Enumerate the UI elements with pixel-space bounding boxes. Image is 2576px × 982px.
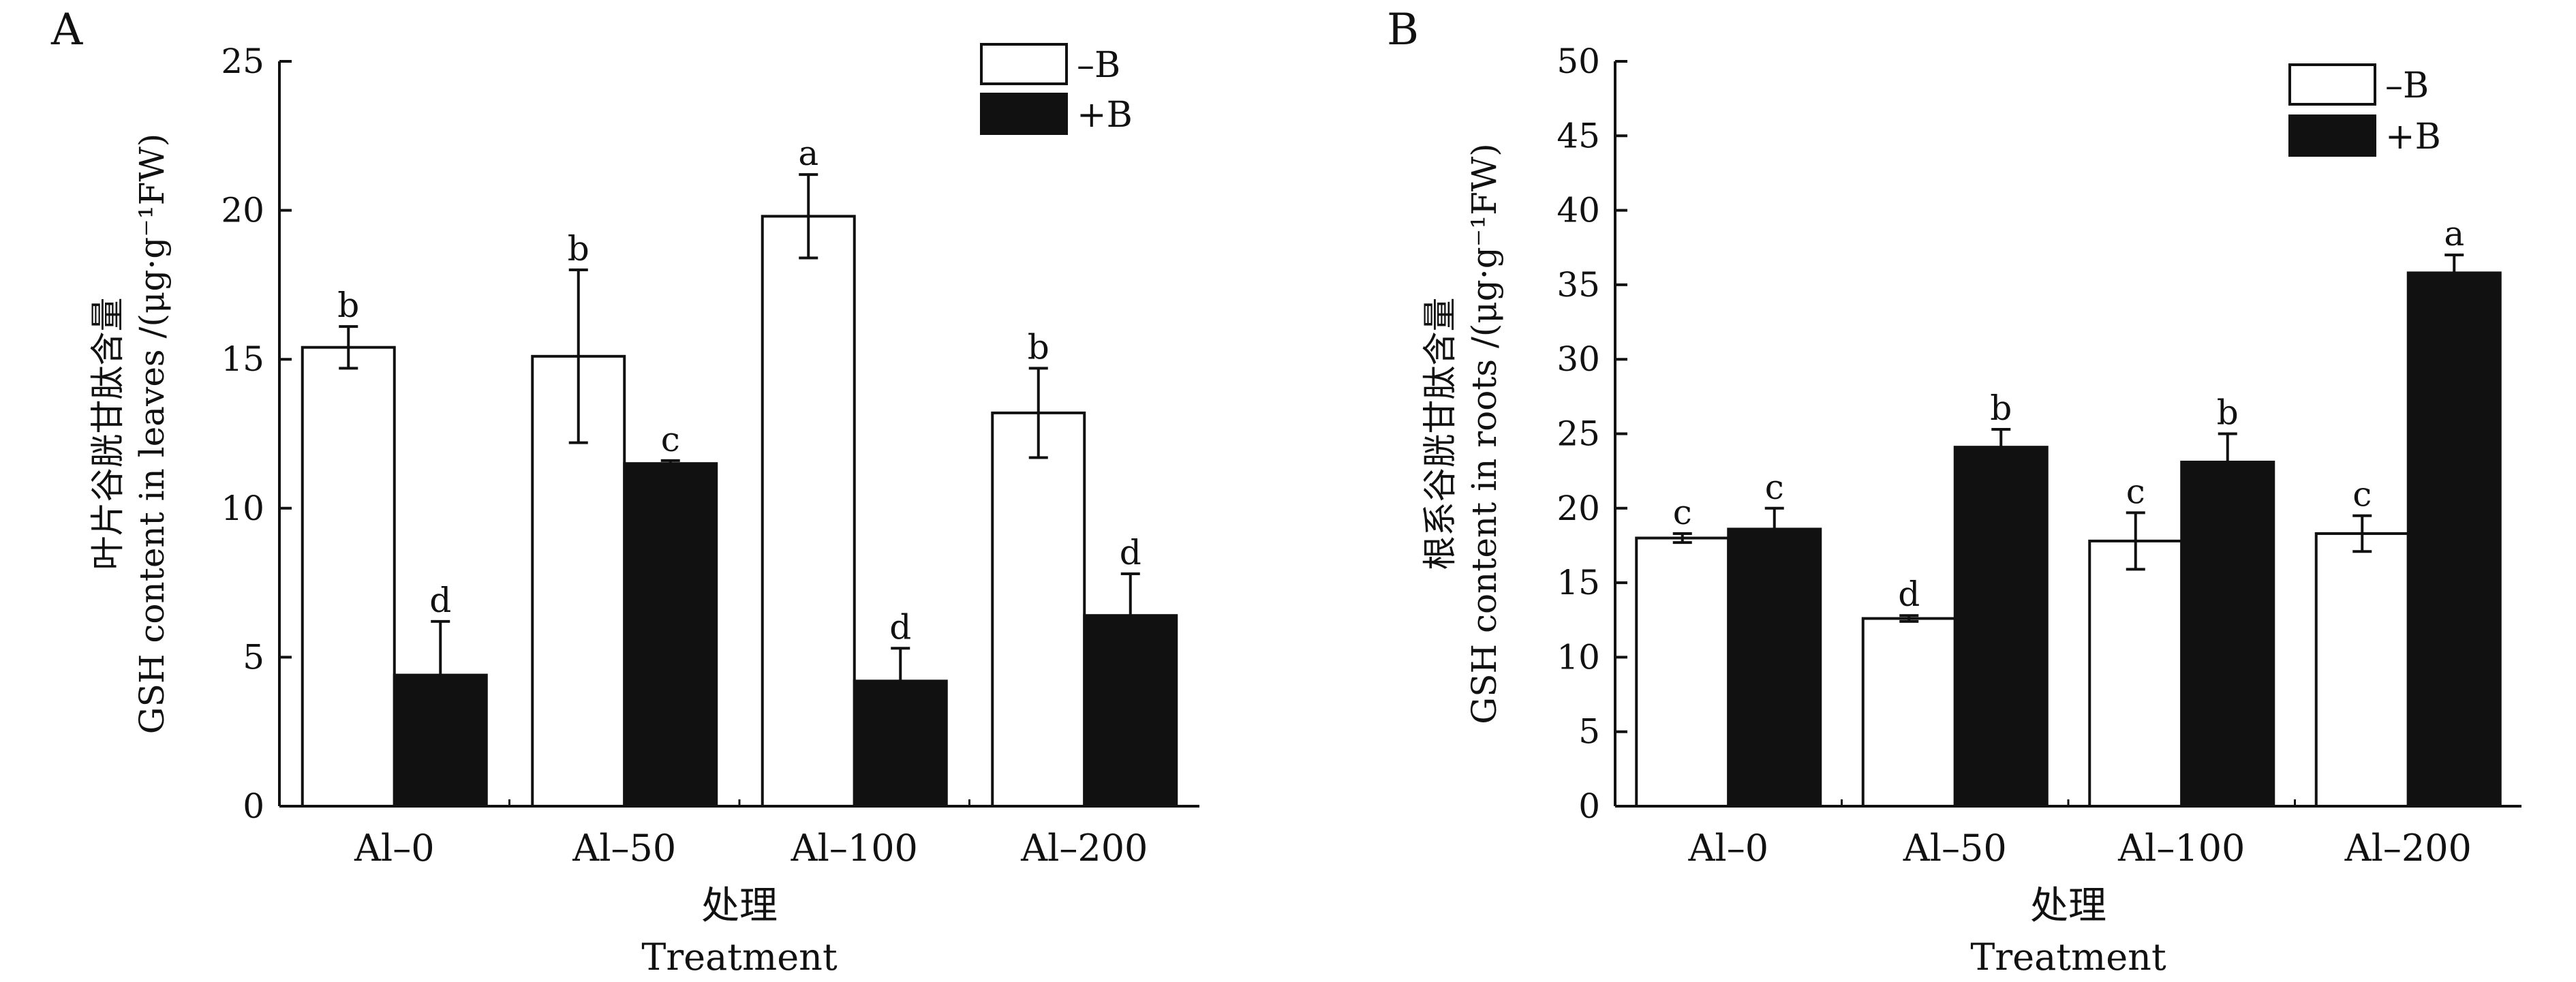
- significance-letter: c: [1765, 467, 1784, 507]
- legend-swatch-plus-b: [980, 93, 1068, 135]
- y-tick-label: 0: [243, 786, 264, 826]
- legend-label-minus-b: –B: [2385, 65, 2429, 106]
- legend-swatch-plus-b: [2288, 114, 2376, 157]
- y-tick-label: 25: [1557, 414, 1600, 454]
- y-tick-label: 10: [1557, 637, 1600, 677]
- bar-plus-b: [2180, 461, 2275, 808]
- x-axis-title-cn: 处理: [701, 884, 778, 928]
- bar-minus-b: [1861, 617, 1957, 808]
- significance-letter: d: [429, 581, 451, 620]
- x-tick-label: Al–50: [1903, 827, 2007, 870]
- y-tick-label: 5: [243, 637, 264, 677]
- bar-plus-b: [623, 462, 718, 808]
- significance-letter: c: [661, 420, 680, 459]
- y-tick-label: 50: [1557, 42, 1600, 81]
- y-tick-label: 15: [1557, 563, 1600, 602]
- y-tick-label: 10: [221, 489, 264, 528]
- y-tick-label: 25: [221, 42, 264, 81]
- panel-b: B 0 5 10 15 20 25 30 35 40 45 50 Al–0 c c Al–50 d b Al–100…: [1387, 5, 2521, 979]
- bar-minus-b: [2088, 539, 2183, 808]
- significance-letter: b: [568, 229, 589, 268]
- y-tick-label: 20: [221, 191, 264, 230]
- y-tick-label: 20: [1557, 489, 1600, 528]
- x-axis-title-en: Treatment: [641, 936, 838, 979]
- bar-minus-b: [991, 411, 1086, 808]
- legend-label-minus-b: –B: [1077, 45, 1120, 86]
- x-tick-label: Al–200: [1020, 827, 1148, 870]
- y-tick-label: 30: [1557, 339, 1600, 379]
- x-tick-label: Al–100: [2117, 827, 2245, 870]
- bar-minus-b: [761, 215, 856, 808]
- significance-letter: b: [2217, 393, 2239, 433]
- significance-letter: b: [337, 286, 359, 325]
- y-axis-title-en: GSH content in leaves /(μg·g⁻¹FW): [132, 134, 172, 735]
- legend-swatch-minus-b: [2288, 63, 2376, 106]
- y-tick-label: 40: [1557, 191, 1600, 230]
- significance-letter: c: [2126, 472, 2145, 511]
- bar-minus-b: [301, 346, 396, 808]
- panel-letter: B: [1387, 5, 1419, 55]
- y-tick-label: 45: [1557, 116, 1600, 155]
- bar-plus-b: [1727, 527, 1822, 808]
- panel-letter: A: [50, 5, 83, 55]
- x-axis-title-en: Treatment: [1970, 936, 2166, 979]
- legend-label-plus-b: +B: [2385, 117, 2441, 157]
- y-tick-label: 35: [1557, 265, 1600, 305]
- bar-minus-b: [2314, 532, 2410, 808]
- y-axis-title-cn: 叶片谷胱甘肽含量: [88, 298, 127, 570]
- legend-swatch-minus-b: [980, 43, 1068, 85]
- significance-letter: d: [1120, 533, 1141, 572]
- bar-plus-b: [1953, 446, 2049, 808]
- x-tick-label: Al–200: [2344, 827, 2472, 870]
- y-axis-title-en: GSH content in roots /(μg·g⁻¹FW): [1465, 143, 1504, 724]
- significance-letter: c: [2352, 475, 2372, 515]
- bar-minus-b: [1635, 536, 1730, 808]
- x-tick-label: Al–0: [1687, 827, 1768, 870]
- y-tick-label: 5: [1578, 712, 1600, 752]
- significance-letter: c: [1673, 493, 1692, 532]
- x-axis-title-cn: 处理: [2030, 884, 2106, 928]
- significance-letter: d: [889, 607, 911, 647]
- y-tick-label: 15: [221, 339, 264, 379]
- legend-label-plus-b: +B: [1077, 95, 1133, 136]
- x-tick-label: Al–50: [572, 827, 676, 870]
- x-tick-label: Al–100: [791, 827, 918, 870]
- significance-letter: b: [1028, 327, 1049, 367]
- y-axis-title-cn: 根系谷胱甘肽含量: [1420, 298, 1460, 570]
- significance-letter: a: [2444, 214, 2464, 254]
- y-tick-label: 0: [1578, 786, 1600, 826]
- panel-a: A 0 5 10 15 20 25 Al–0 b d Al–50 b c Al–100 a d Al–200 b d…: [50, 5, 1199, 979]
- significance-letter: a: [798, 134, 818, 173]
- x-tick-label: Al–0: [354, 827, 435, 870]
- bar-plus-b: [2406, 271, 2502, 808]
- significance-letter: b: [1990, 388, 2012, 428]
- significance-letter: d: [1898, 574, 1920, 614]
